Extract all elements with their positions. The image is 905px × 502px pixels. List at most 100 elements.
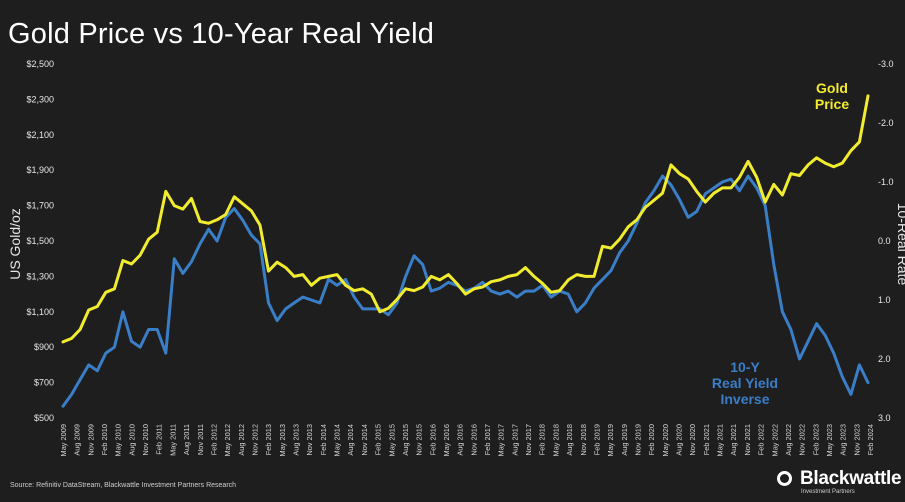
left-tick-label: $900 <box>34 342 54 352</box>
x-tick-label: May 2017 <box>497 424 506 456</box>
left-tick-label: $1,700 <box>26 201 54 211</box>
x-tick-label: May 2012 <box>223 424 232 456</box>
x-tick-label: May 2023 <box>825 424 834 456</box>
x-tick-label: May 2013 <box>278 424 287 456</box>
brand-name: Blackwattle <box>800 468 902 489</box>
right-tick-label: -2.0 <box>878 118 894 128</box>
x-tick-label: Nov 2022 <box>798 424 807 456</box>
right-tick-label: 0.0 <box>878 236 891 246</box>
right-axis-ticks: -3.0 -2.0 -1.0 0.0 1.0 2.0 3.0 <box>878 59 894 423</box>
x-tick-label: Feb 2012 <box>209 424 218 455</box>
x-tick-label: Aug 2018 <box>565 424 574 456</box>
right-tick-label: 1.0 <box>878 295 891 305</box>
x-tick-label: May 2014 <box>333 424 342 456</box>
logo-ring-icon <box>777 471 792 486</box>
x-tick-label: Aug 2016 <box>456 424 465 456</box>
x-tick-label: Nov 2012 <box>250 424 259 456</box>
x-tick-label: Feb 2015 <box>374 424 383 455</box>
left-tick-label: $1,100 <box>26 307 54 317</box>
x-tick-label: Aug 2012 <box>237 424 246 456</box>
right-tick-label: 2.0 <box>878 354 891 364</box>
x-tick-label: Nov 2016 <box>469 424 478 456</box>
left-tick-label: $1,900 <box>26 165 54 175</box>
x-tick-label: Feb 2018 <box>538 424 547 455</box>
x-tick-label: Nov 2011 <box>196 424 205 455</box>
right-tick-label: -3.0 <box>878 59 894 69</box>
x-tick-label: Feb 2024 <box>866 424 875 455</box>
left-tick-label: $1,500 <box>26 236 54 246</box>
x-tick-label: May 2018 <box>551 424 560 456</box>
x-tick-label: Feb 2016 <box>428 424 437 455</box>
x-tick-label: May 2015 <box>387 424 396 456</box>
left-tick-label: $2,500 <box>26 59 54 69</box>
x-tick-label: Nov 2019 <box>633 424 642 456</box>
x-tick-label: Aug 2023 <box>839 424 848 456</box>
x-tick-label: Aug 2014 <box>346 424 355 456</box>
chart-title: Gold Price vs 10-Year Real Yield <box>8 18 435 50</box>
left-tick-label: $2,100 <box>26 130 54 140</box>
x-tick-label: May 2016 <box>442 424 451 456</box>
x-tick-label: Nov 2023 <box>852 424 861 456</box>
x-tick-label: Aug 2022 <box>784 424 793 456</box>
right-axis-title: 10-Real Rate <box>895 203 905 286</box>
x-tick-label: Feb 2013 <box>264 424 273 455</box>
x-tick-label: Aug 2011 <box>182 424 191 455</box>
left-tick-label: $1,300 <box>26 271 54 281</box>
x-tick-label: Feb 2010 <box>100 424 109 455</box>
x-tick-label: Nov 2009 <box>86 424 95 456</box>
x-tick-label: Nov 2013 <box>305 424 314 456</box>
x-tick-label: Aug 2017 <box>510 424 519 456</box>
right-tick-label: -1.0 <box>878 177 894 187</box>
left-tick-label: $500 <box>34 413 54 423</box>
x-tick-label: Aug 2020 <box>675 424 684 456</box>
x-tick-label: Feb 2022 <box>757 424 766 455</box>
x-tick-label: Nov 2014 <box>360 424 369 456</box>
x-tick-label: May 2010 <box>114 424 123 456</box>
x-tick-label: Nov 2021 <box>743 424 752 456</box>
x-tick-label: Nov 2018 <box>579 424 588 456</box>
x-tick-label: May 2019 <box>606 424 615 456</box>
x-tick-label: Nov 2015 <box>415 424 424 456</box>
x-tick-label: Feb 2017 <box>483 424 492 455</box>
gold-price-label: Gold Price <box>815 80 849 112</box>
annotation-line: Real Yield <box>712 375 778 391</box>
x-tick-label: Feb 2014 <box>319 424 328 455</box>
left-axis-title: US Gold/oz <box>7 208 23 280</box>
x-tick-label: May 2022 <box>770 424 779 456</box>
annotation-layer: Gold Price 10-Y Real Yield Inverse <box>712 80 849 407</box>
x-tick-label: May 2021 <box>716 424 725 456</box>
x-tick-label: Aug 2013 <box>292 424 301 456</box>
left-tick-label: $700 <box>34 378 54 388</box>
x-tick-label: Feb 2021 <box>702 424 711 455</box>
x-axis-ticks: May 2009 Aug 2009 Nov 2009 Feb 2010 May 2010… <box>59 424 875 456</box>
annotation-line: Gold <box>816 80 848 96</box>
x-tick-label: May 2011 <box>168 424 177 456</box>
x-tick-label: Aug 2010 <box>127 424 136 456</box>
left-tick-label: $2,300 <box>26 94 54 104</box>
x-tick-label: Aug 2015 <box>401 424 410 456</box>
real-yield-label: 10-Y Real Yield Inverse <box>712 359 778 407</box>
x-tick-label: Nov 2017 <box>524 424 533 456</box>
left-axis-ticks: $2,500 $2,300 $2,100 $1,900 $1,700 $1,500 $1,3… <box>26 59 54 423</box>
x-tick-label: Feb 2023 <box>811 424 820 455</box>
x-tick-label: Aug 2009 <box>73 424 82 456</box>
brand-logo: Blackwattle Investment Partners <box>775 468 905 498</box>
annotation-line: Inverse <box>720 391 769 407</box>
x-tick-label: Nov 2010 <box>141 424 150 456</box>
series-layer <box>61 94 870 408</box>
annotation-line: Price <box>815 96 849 112</box>
x-tick-label: Feb 2011 <box>155 424 164 455</box>
gold-price-line <box>61 94 870 344</box>
right-tick-label: 3.0 <box>878 413 891 423</box>
x-tick-label: May 2009 <box>59 424 68 456</box>
brand-subtitle: Investment Partners <box>801 489 855 495</box>
annotation-line: 10-Y <box>730 359 760 375</box>
x-tick-label: Aug 2021 <box>729 424 738 456</box>
x-tick-label: Aug 2019 <box>620 424 629 456</box>
source-note: Source: Refinitiv DataStream, Blackwattl… <box>10 482 237 489</box>
x-tick-label: Feb 2020 <box>647 424 656 455</box>
x-tick-label: Feb 2019 <box>592 424 601 455</box>
x-tick-label: Nov 2020 <box>688 424 697 456</box>
x-tick-label: May 2020 <box>661 424 670 456</box>
